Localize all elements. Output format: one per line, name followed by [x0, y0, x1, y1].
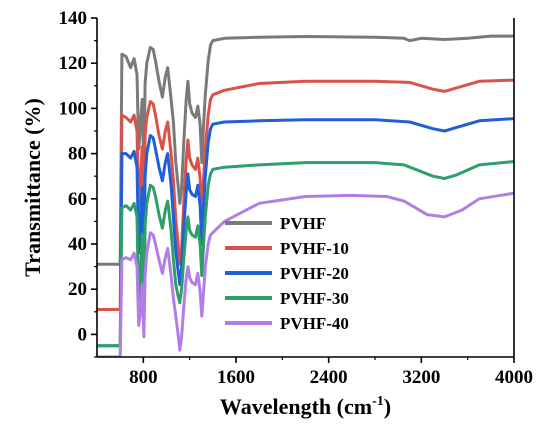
legend-label-1: PVHF-10 [280, 239, 349, 258]
y-tick-label-0: 0 [78, 324, 88, 345]
y-tick-label-2: 40 [68, 234, 87, 255]
x-tick-label-0: 800 [129, 367, 158, 388]
y-axis-title: Transmittance (%) [20, 98, 45, 277]
legend-label-4: PVHF-40 [280, 314, 349, 333]
legend-label-2: PVHF-20 [280, 264, 349, 283]
x-tick-label-2: 2400 [310, 367, 348, 388]
legend-label-0: PVHF [280, 214, 326, 233]
series-line-3 [97, 160, 514, 348]
x-axis-title-close: ) [384, 394, 391, 419]
x-tick-label-4: 4000 [495, 367, 533, 388]
y-tick-label-6: 120 [59, 53, 88, 74]
series-line-2 [97, 117, 514, 348]
x-axis-title-superscript: -1 [372, 394, 384, 409]
series-line-4 [97, 191, 514, 357]
y-tick-label-4: 80 [68, 144, 87, 165]
y-tick-label-5: 100 [59, 98, 88, 119]
x-tick-label-3: 3200 [402, 367, 440, 388]
series-group [97, 34, 514, 357]
legend-label-3: PVHF-30 [280, 289, 349, 308]
y-tick-label-1: 20 [68, 279, 87, 300]
y-tick-label-7: 140 [59, 8, 88, 29]
x-axis-title: Wavelength (cm-1) [220, 394, 391, 419]
y-tick-label-3: 60 [68, 189, 87, 210]
x-tick-label-1: 1600 [217, 367, 255, 388]
series-line-0 [97, 34, 514, 266]
